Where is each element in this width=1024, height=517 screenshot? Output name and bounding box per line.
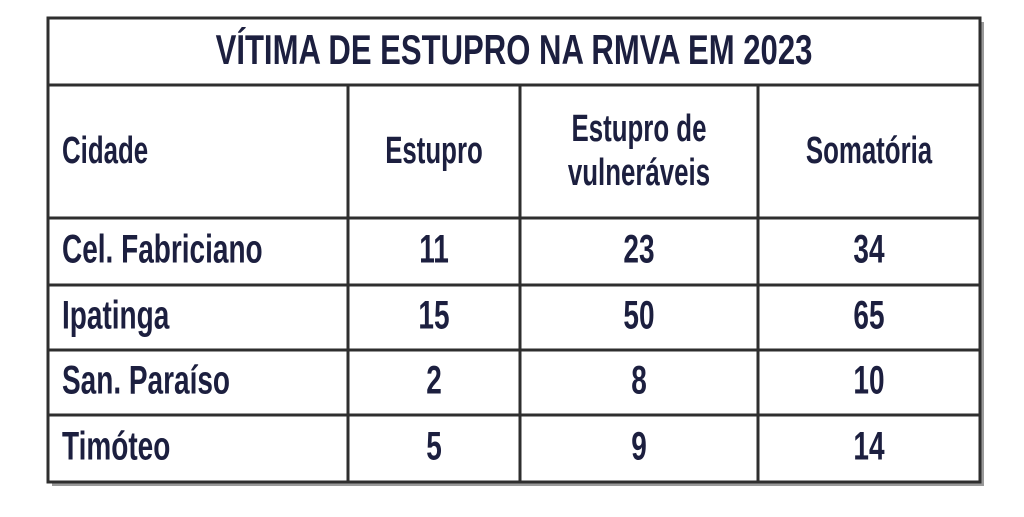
city-cell: Timóteo [62,425,170,469]
table-border [46,16,982,484]
value-cell: 15 [418,294,449,338]
city-cell: San. Paraíso [62,359,230,403]
city-cell: Ipatinga [62,294,170,338]
header-cell: Estupro de [572,107,707,149]
value-cell: 14 [853,425,885,469]
value-cell: 10 [853,359,884,403]
value-cell: 11 [419,228,449,272]
header-cell: Somatória [806,129,933,171]
value-cell: 50 [623,294,654,338]
table-background [48,18,980,482]
city-cell: Cel. Fabriciano [62,228,263,272]
value-cell: 2 [426,359,442,403]
header-cell: Estupro [385,129,483,171]
value-cell: 8 [631,359,647,403]
table-title: VÍTIMA DE ESTUPRO NA RMVA EM 2023 [216,27,813,74]
value-cell: 9 [631,425,647,469]
header-cell: vulneráveis [568,151,710,193]
value-cell: 34 [853,228,885,272]
value-cell: 23 [623,228,654,272]
header-cell: Cidade [62,129,148,171]
table-grid [46,16,982,484]
value-cell: 5 [426,425,442,469]
value-cell: 65 [853,294,884,338]
